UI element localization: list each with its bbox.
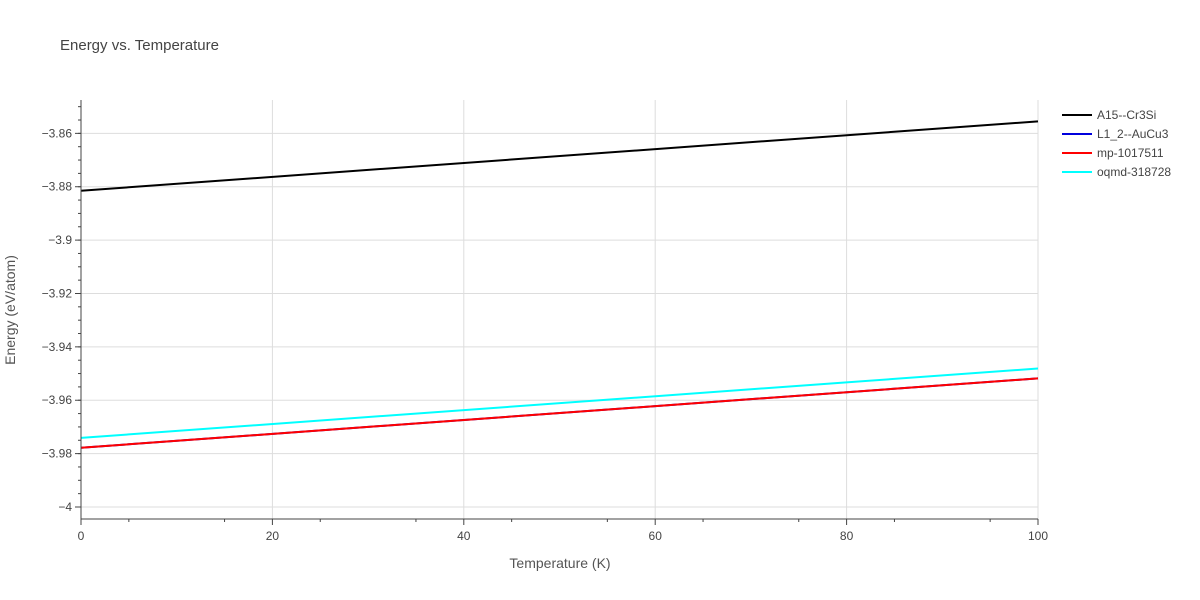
x-axis-title: Temperature (K) — [509, 555, 610, 571]
y-axis-title: Energy (eV/atom) — [2, 255, 18, 365]
series-line — [80, 377, 1039, 449]
legend-item[interactable]: mp-1017511 — [1062, 146, 1164, 160]
x-tick-label: 20 — [266, 529, 280, 543]
series-lines — [80, 120, 1039, 449]
x-tick-label: 40 — [457, 529, 471, 543]
legend-label: L1_2--AuCu3 — [1097, 127, 1169, 141]
legend-item[interactable]: L1_2--AuCu3 — [1062, 127, 1169, 141]
y-tick-label: −4 — [58, 500, 72, 514]
x-tick-label: 100 — [1028, 529, 1048, 543]
legend-item[interactable]: A15--Cr3Si — [1062, 108, 1156, 122]
x-axis-ticks: 0 20 40 60 80 100 — [78, 519, 1048, 543]
series-line — [80, 367, 1039, 439]
y-axis-ticks: −3.86 −3.88 −3.9 −3.92 −3.94 −3.96 −3.98 −4 — [42, 106, 81, 514]
y-tick-label: −3.86 — [42, 126, 73, 140]
legend[interactable]: A15--Cr3Si L1_2--AuCu3 mp-1017511 oqmd-3187… — [1062, 108, 1171, 179]
series-line — [80, 120, 1039, 192]
x-tick-label: 80 — [840, 529, 854, 543]
y-tick-label: −3.9 — [48, 233, 72, 247]
y-tick-label: −3.94 — [42, 340, 73, 354]
y-tick-label: −3.98 — [42, 447, 73, 461]
legend-item[interactable]: oqmd-318728 — [1062, 165, 1171, 179]
legend-label: A15--Cr3Si — [1097, 108, 1156, 122]
x-tick-label: 60 — [649, 529, 663, 543]
chart-title: Energy vs. Temperature — [60, 37, 219, 54]
y-tick-label: −3.88 — [42, 180, 73, 194]
y-tick-label: −3.92 — [42, 286, 73, 300]
axes — [80, 100, 1038, 520]
x-tick-label: 0 — [78, 529, 85, 543]
legend-label: mp-1017511 — [1097, 146, 1164, 160]
y-tick-label: −3.96 — [42, 393, 73, 407]
legend-label: oqmd-318728 — [1097, 165, 1171, 179]
grid — [81, 100, 1039, 519]
